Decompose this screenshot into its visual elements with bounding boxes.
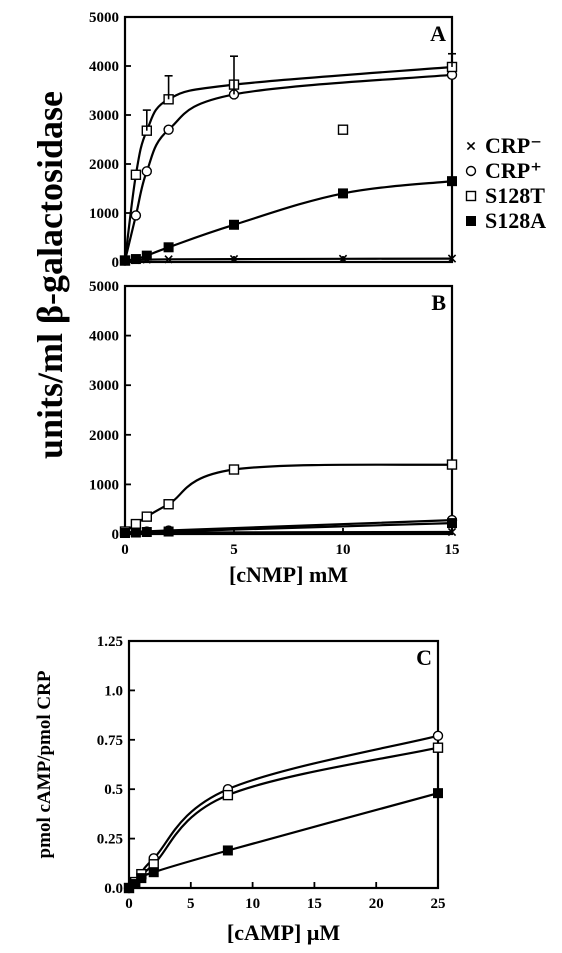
panel-b-ytick-label: 3000 <box>89 378 119 394</box>
panel-c-line-s128t <box>128 746 439 889</box>
y-axis-title-c: pmol cAMP/pmol CRP <box>34 670 55 858</box>
panel-a-point-s128a <box>141 250 152 261</box>
panel-c-point-crp-plus <box>432 730 444 742</box>
panel-b-letter: B <box>431 290 446 315</box>
panel-a-ytick-label: 0 <box>112 255 120 271</box>
legend-label-s128a: S128A <box>485 208 546 233</box>
panel-b-point-s128a <box>130 527 141 538</box>
panel-b: 0 1000 2000 3000 4000 5000 0 5 10 15 B [cNMP] mM <box>89 279 460 587</box>
legend-marker-crp-minus <box>466 141 476 151</box>
panel-b-ytick-label: 5000 <box>89 279 119 295</box>
legend-label-crp-plus: CRP⁺ <box>485 158 542 183</box>
panel-c-ytick-label: 1.25 <box>97 634 123 650</box>
panel-a-point-s128t-outlier <box>337 124 349 135</box>
panel-a-point-crp-minus <box>229 254 239 264</box>
panel-c-xtick-label: 10 <box>245 896 260 912</box>
x-axis-title-c: [cAMP] μM <box>227 920 340 945</box>
panel-a-point-s128t <box>130 169 142 180</box>
panel-b-point-s128a <box>163 526 174 537</box>
panel-b-ytick-label: 1000 <box>89 477 119 493</box>
panel-a-line-crp-minus <box>124 257 453 262</box>
panel-a-ytick-label: 5000 <box>89 10 119 26</box>
panel-a-letter: A <box>430 21 446 46</box>
panel-c-letter: C <box>416 645 432 670</box>
panel-a-point-crp-plus <box>141 166 153 177</box>
panel-a-line-s128t <box>123 65 453 261</box>
panel-c-ytick-label: 0.0 <box>104 881 123 897</box>
panel-c-point-s128a <box>130 879 141 890</box>
panel-b-xtick-label: 15 <box>445 542 460 558</box>
panel-c-line-s128a <box>128 792 439 889</box>
panel-b-point-s128a <box>120 528 130 539</box>
legend-label-crp-minus: CRP⁻ <box>485 133 542 158</box>
panel-b-point-s128t <box>163 499 174 510</box>
panel-a-ytick-label: 4000 <box>89 59 119 75</box>
panel-c-point-s128a <box>148 867 159 878</box>
panel-c-ytick-label: 1.0 <box>104 683 123 699</box>
panel-b-point-crp-minus <box>447 527 457 537</box>
panel-a-point-s128a <box>163 242 174 253</box>
panel-c-ytick-label: 0.5 <box>104 782 123 798</box>
y-axis-title-ab: units/ml β-galactosidase <box>30 91 70 459</box>
panel-b-point-s128t <box>228 464 240 475</box>
panel-c-xtick-label: 0 <box>125 896 133 912</box>
panel-a-point-crp-plus <box>163 124 174 135</box>
panel-a-line-crp-plus <box>123 73 453 261</box>
panel-b-xtick-label: 0 <box>121 542 129 558</box>
panel-a-ytick-label: 3000 <box>89 108 119 124</box>
panel-a-ytick-label: 1000 <box>89 206 119 222</box>
panel-c-point-s128t <box>222 789 234 801</box>
panel-a-point-s128a <box>338 188 348 199</box>
panel-b-frame <box>123 284 454 536</box>
panel-b-point-s128a <box>447 518 457 529</box>
legend-marker-s128a <box>466 216 476 226</box>
panel-b-ytick-label: 2000 <box>89 428 119 444</box>
panel-c-point-s128a <box>222 845 233 856</box>
panel-b-point-s128t <box>446 459 458 470</box>
panel-c-frame <box>127 639 440 890</box>
panel-b-point-s128t <box>130 518 142 530</box>
x-axis-title-ab: [cNMP] mM <box>229 562 348 587</box>
panel-c-xtick-label: 15 <box>307 896 322 912</box>
panel-c: 0.0 0.25 0.5 0.75 1.0 1.25 0 5 10 15 20 25 C [cAMP] μ… <box>34 634 446 945</box>
panel-a-point-crp-minus <box>164 255 173 264</box>
panel-b-xtick-label: 5 <box>230 542 238 558</box>
panel-b-ytick-label: 0 <box>112 527 120 543</box>
panel-c-point-s128a <box>136 873 147 884</box>
panel-c-ytick-label: 0.75 <box>97 733 123 749</box>
legend-marker-crp-plus <box>465 165 477 177</box>
legend-marker-s128t <box>465 190 477 202</box>
panel-a-point-crp-minus <box>338 254 348 263</box>
panel-c-point-s128t <box>432 742 444 753</box>
panel-a-point-s128a <box>130 254 141 265</box>
panel-a-ytick-label: 2000 <box>89 157 119 173</box>
panel-b-point-s128a <box>141 527 152 538</box>
panel-b-ytick-label: 4000 <box>89 329 119 345</box>
panel-c-xtick-label: 5 <box>187 896 195 912</box>
panel-c-point-s128a <box>433 788 443 799</box>
panel-a: 0 1000 2000 3000 4000 5000 A <box>89 10 458 271</box>
panel-a-point-crp-minus <box>447 254 457 263</box>
panel-a-point-s128a <box>120 255 130 266</box>
panel-a-line-s128a <box>124 180 453 262</box>
panel-a-point-s128a <box>229 219 239 230</box>
panel-b-xtick-label: 10 <box>336 542 351 558</box>
panel-a-point-s128a <box>447 176 457 187</box>
panel-c-xtick-label: 25 <box>431 896 446 912</box>
panel-a-frame <box>123 15 454 264</box>
legend-label-s128t: S128T <box>485 183 545 208</box>
panel-b-point-s128t <box>141 511 153 522</box>
panel-c-ytick-label: 0.25 <box>97 832 123 848</box>
panel-a-point-crp-plus <box>130 210 142 221</box>
panel-c-xtick-label: 20 <box>369 896 384 912</box>
